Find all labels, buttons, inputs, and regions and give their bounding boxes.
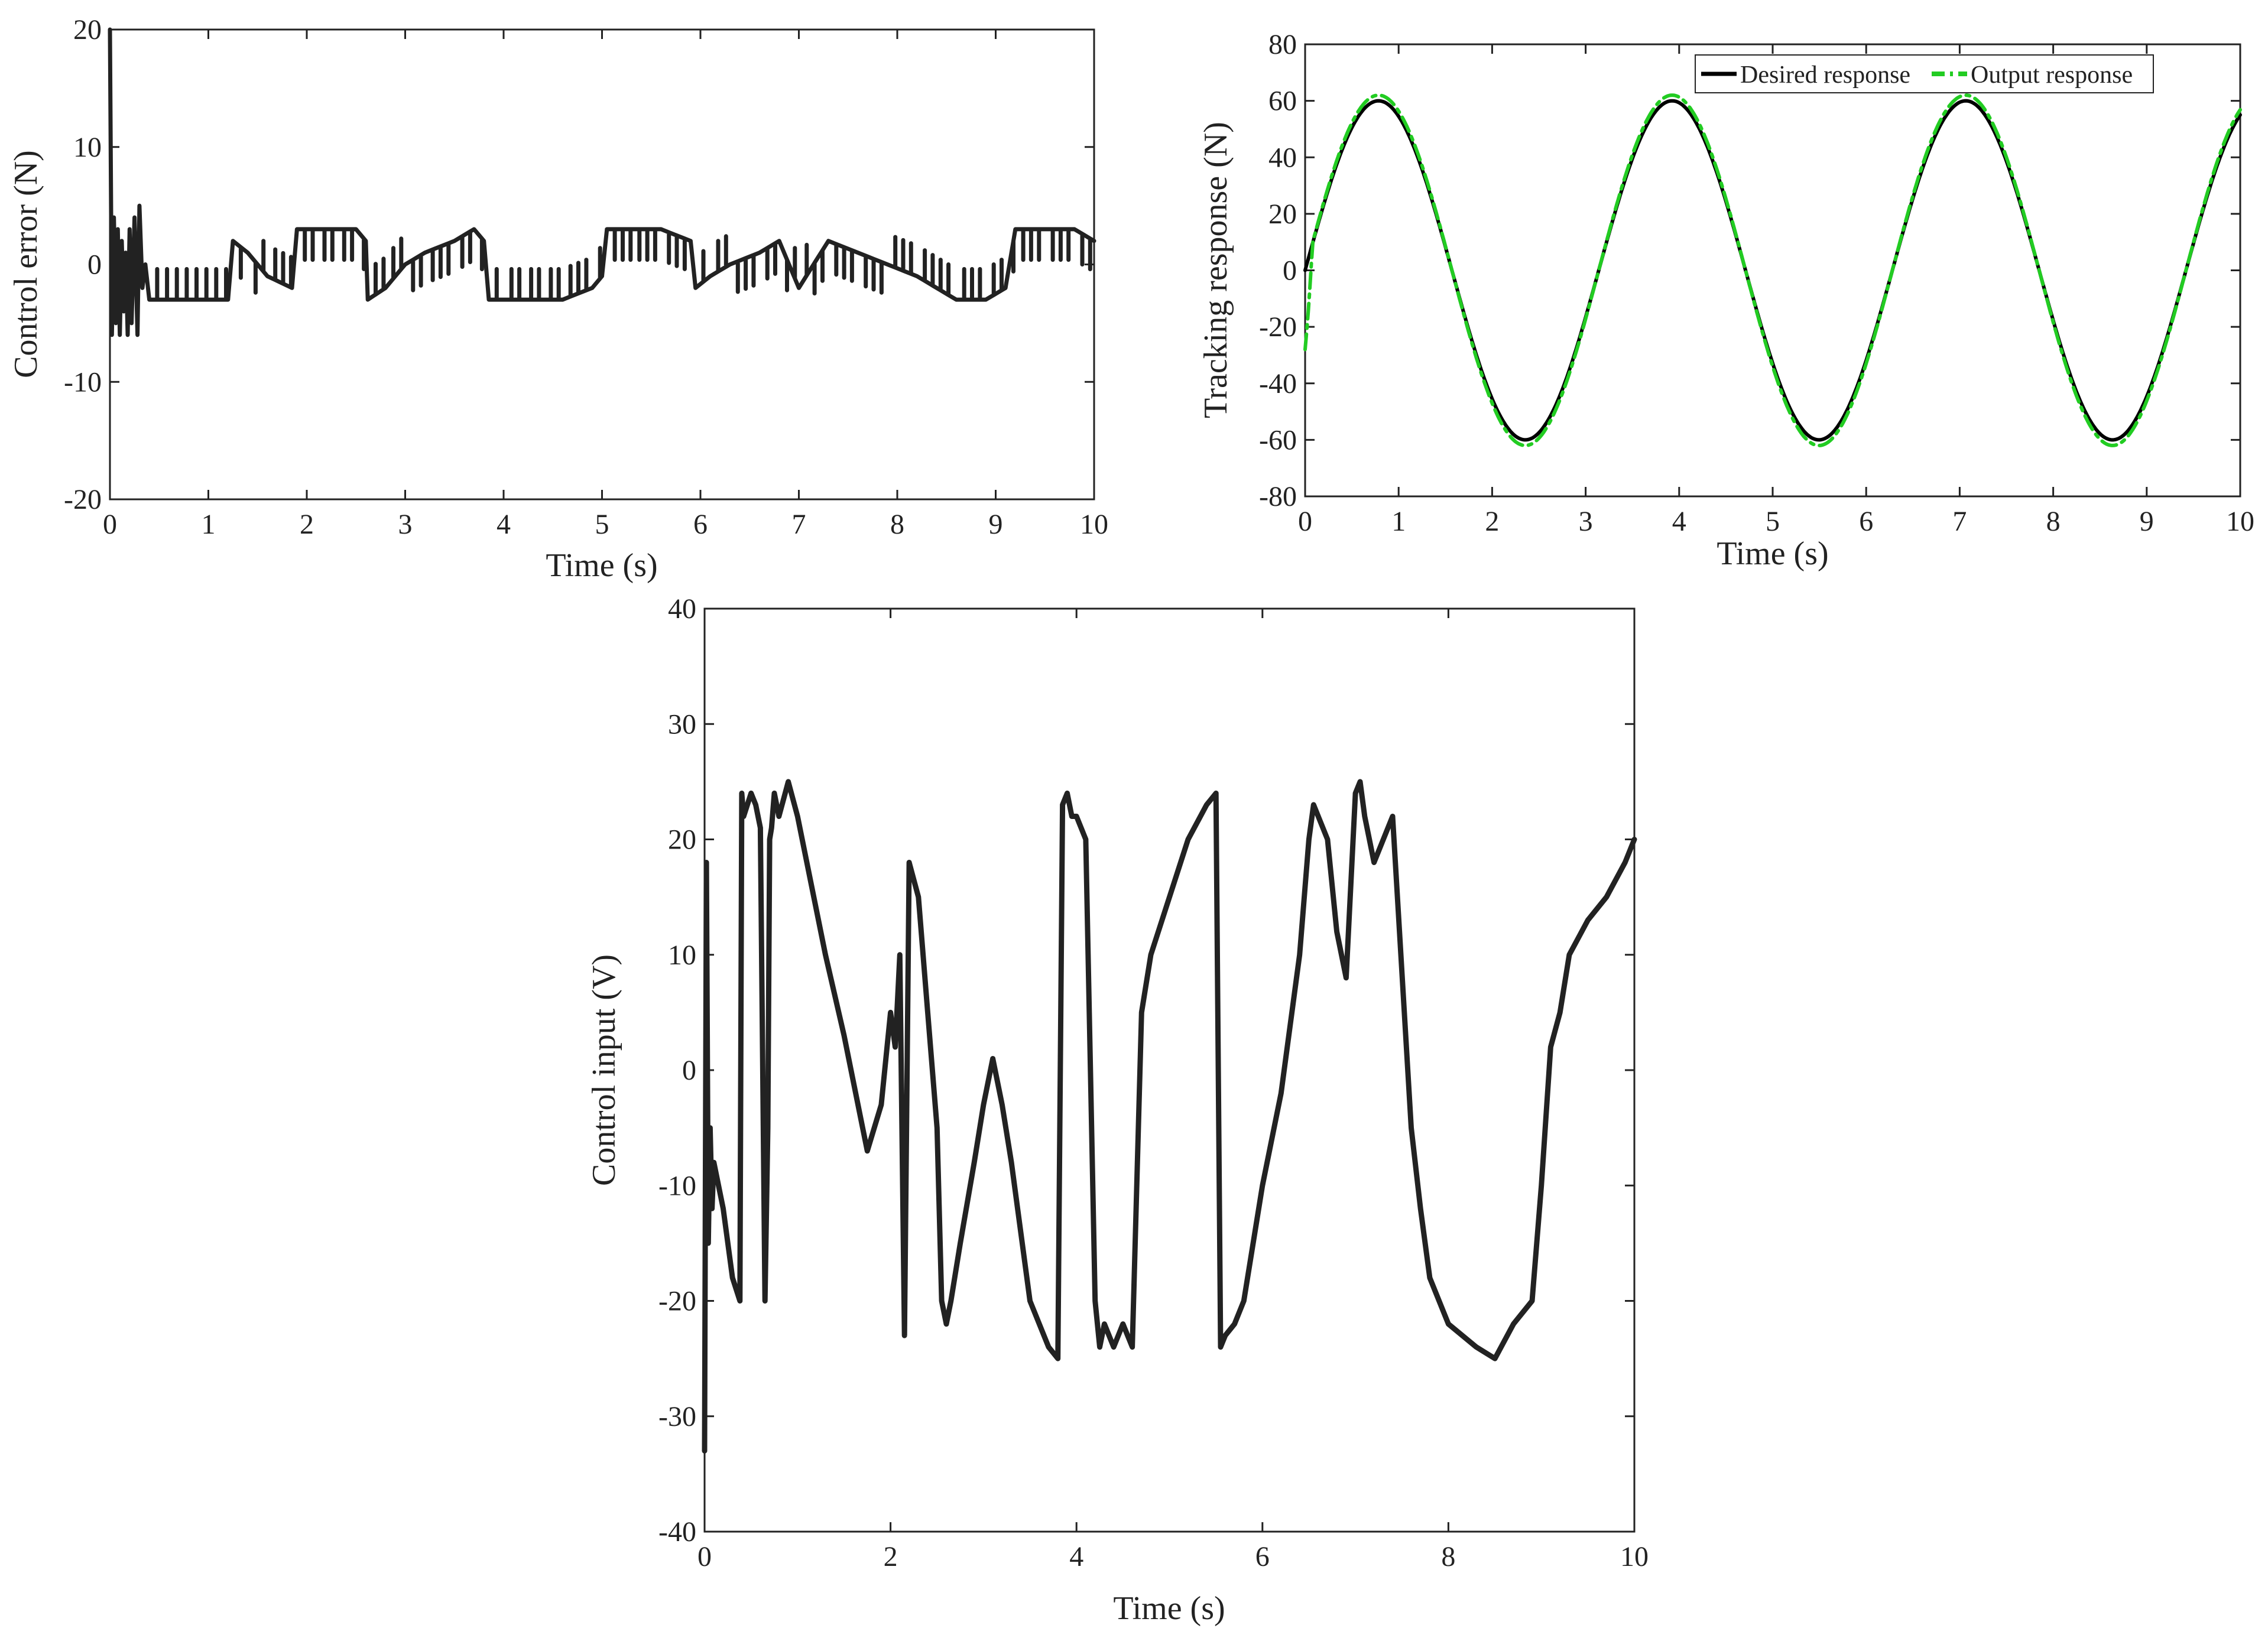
x-tick-label: 4: [1672, 506, 1686, 537]
tick-group: [1304, 43, 2241, 498]
x-tick-label: 4: [497, 509, 511, 540]
plot-area-frame: [1304, 43, 2241, 498]
plot-area-frame: [703, 607, 1636, 1533]
x-tick-label: 8: [1441, 1541, 1455, 1572]
x-tick-label: 1: [1391, 506, 1406, 537]
series-line-control-input: [702, 779, 1637, 1454]
y-tick-labels: 20 10 0 -10 -20: [64, 14, 102, 515]
y-tick-label: 0: [87, 249, 102, 281]
y-tick-label: -30: [658, 1401, 696, 1432]
y-tick-label: 40: [668, 593, 696, 625]
y-axis-title: Control error (N): [8, 150, 44, 378]
y-tick-label: 20: [668, 824, 696, 856]
tick-group: [703, 607, 1636, 1533]
y-tick-labels: 80 60 40 20 0 -20 -40 -60 -80: [1259, 29, 1297, 512]
y-tick-label: -10: [64, 366, 102, 398]
legend-label-desired: Desired response: [1740, 61, 1910, 89]
x-tick-labels: 0 1 2 3 4 5 6 7 8 9 10: [103, 509, 1108, 540]
x-axis-title: Time (s): [1113, 1590, 1225, 1627]
y-tick-label: -10: [658, 1170, 696, 1201]
x-tick-label: 3: [398, 509, 413, 540]
x-axis-title: Time (s): [546, 547, 657, 584]
y-tick-label: 40: [1268, 142, 1297, 173]
x-tick-label: 1: [202, 509, 216, 540]
x-tick-labels: 0 1 2 3 4 5 6 7 8 9 10: [1298, 506, 2254, 537]
series-group: [108, 27, 1096, 337]
x-tick-label: 6: [1859, 506, 1873, 537]
control-error-chart: 0 1 2 3 4 5 6 7 8 9 10 20 10 0 -10 -20 Time (s) Contro…: [8, 14, 1108, 584]
y-tick-label: 10: [73, 132, 102, 163]
x-tick-label: 2: [300, 509, 314, 540]
x-tick-label: 2: [884, 1541, 898, 1572]
series-group: [1303, 93, 2242, 447]
y-tick-label: -40: [658, 1516, 696, 1548]
x-tick-label: 7: [1952, 506, 1967, 537]
x-tick-label: 10: [1620, 1541, 1649, 1572]
x-tick-label: 5: [1766, 506, 1780, 537]
x-tick-label: 10: [2226, 506, 2254, 537]
y-tick-label: 10: [668, 940, 696, 971]
x-tick-label: 3: [1579, 506, 1593, 537]
legend-box: [1695, 54, 2154, 93]
x-tick-label: 5: [595, 509, 609, 540]
y-tick-label: 30: [668, 708, 696, 740]
y-tick-label: 60: [1268, 86, 1297, 117]
legend: Desired response Output response: [1695, 54, 2154, 93]
y-tick-label: -80: [1259, 481, 1297, 512]
x-tick-label: 9: [2140, 506, 2154, 537]
y-tick-label: 20: [73, 14, 102, 46]
x-tick-label: 0: [103, 509, 117, 540]
y-tick-label: 0: [682, 1055, 696, 1086]
x-tick-label: 9: [989, 509, 1003, 540]
x-tick-label: 6: [693, 509, 708, 540]
x-tick-label: 6: [1255, 1541, 1270, 1572]
y-axis-title: Tracking response (N): [1198, 122, 1234, 418]
legend-label-output: Output response: [1971, 61, 2133, 89]
y-axis-title: Control input (V): [586, 954, 622, 1186]
x-tick-label: 7: [792, 509, 806, 540]
y-tick-label: -40: [1259, 368, 1297, 399]
x-tick-label: 10: [1080, 509, 1108, 540]
y-tick-label: 20: [1268, 199, 1297, 230]
y-tick-label: -60: [1259, 424, 1297, 456]
y-tick-labels: 40 30 20 10 0 -10 -20 -30 -40: [658, 593, 696, 1548]
series-group: [702, 779, 1637, 1454]
x-axis-title: Time (s): [1717, 535, 1828, 572]
y-tick-label: 0: [1283, 255, 1297, 287]
tracking-response-chart: 0 1 2 3 4 5 6 7 8 9 10 80 60 40 20 0 -20 -40 -60 -80 Time …: [1198, 29, 2254, 572]
x-tick-label: 8: [890, 509, 904, 540]
x-tick-label: 2: [1485, 506, 1499, 537]
series-line-desired-response: [1303, 99, 2242, 442]
y-tick-label: 80: [1268, 29, 1297, 60]
x-tick-label: 8: [2046, 506, 2061, 537]
series-line-control-error: [108, 27, 1096, 337]
y-tick-label: -20: [658, 1286, 696, 1317]
x-tick-label: 0: [1298, 506, 1312, 537]
x-tick-labels: 0 2 4 6 8 10: [697, 1541, 1649, 1572]
y-tick-label: -20: [64, 484, 102, 515]
series-line-output-response: [1303, 93, 2242, 447]
x-tick-label: 4: [1069, 1541, 1083, 1572]
y-tick-label: -20: [1259, 311, 1297, 343]
control-input-chart: 0 2 4 6 8 10 40 30 20 10 0 -10 -20 -30 -40 Time (s) C…: [586, 593, 1649, 1627]
x-tick-label: 0: [697, 1541, 712, 1572]
